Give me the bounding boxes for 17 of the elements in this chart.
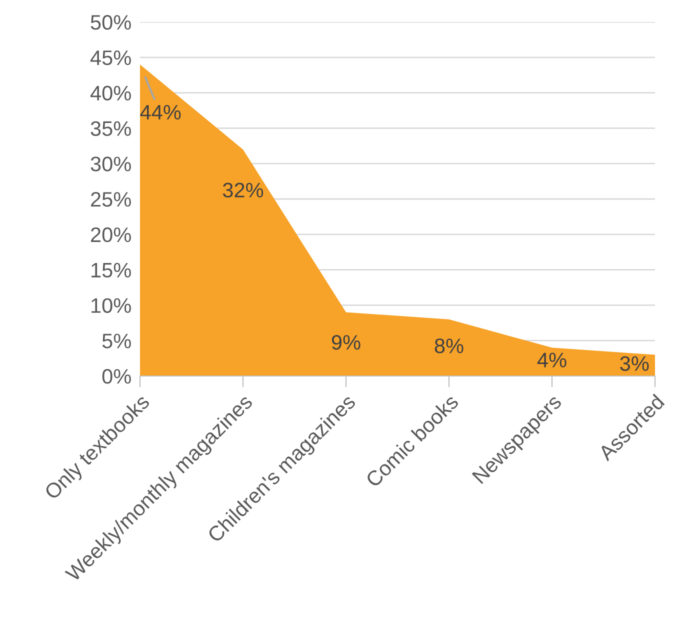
y-tick-label: 30% — [90, 156, 131, 172]
y-tick-label: 35% — [90, 121, 131, 136]
data-label: 32% — [222, 182, 264, 198]
data-label: 9% — [332, 334, 360, 350]
y-tick-label: 5% — [102, 334, 131, 348]
y-tick-label: 0% — [102, 369, 131, 384]
data-label: 8% — [434, 338, 464, 354]
y-tick-label: 15% — [92, 262, 131, 278]
y-tick-label: 50% — [90, 15, 131, 30]
data-label: 4% — [537, 352, 566, 368]
y-tick-label: 10% — [92, 298, 131, 313]
y-tick-label: 20% — [91, 227, 131, 242]
data-label: 44% — [140, 104, 181, 120]
y-tick-label: 25% — [91, 192, 131, 207]
data-label: 3% — [620, 356, 649, 371]
y-tick-label: 40% — [90, 86, 131, 101]
y-tick-label: 45% — [90, 50, 131, 66]
